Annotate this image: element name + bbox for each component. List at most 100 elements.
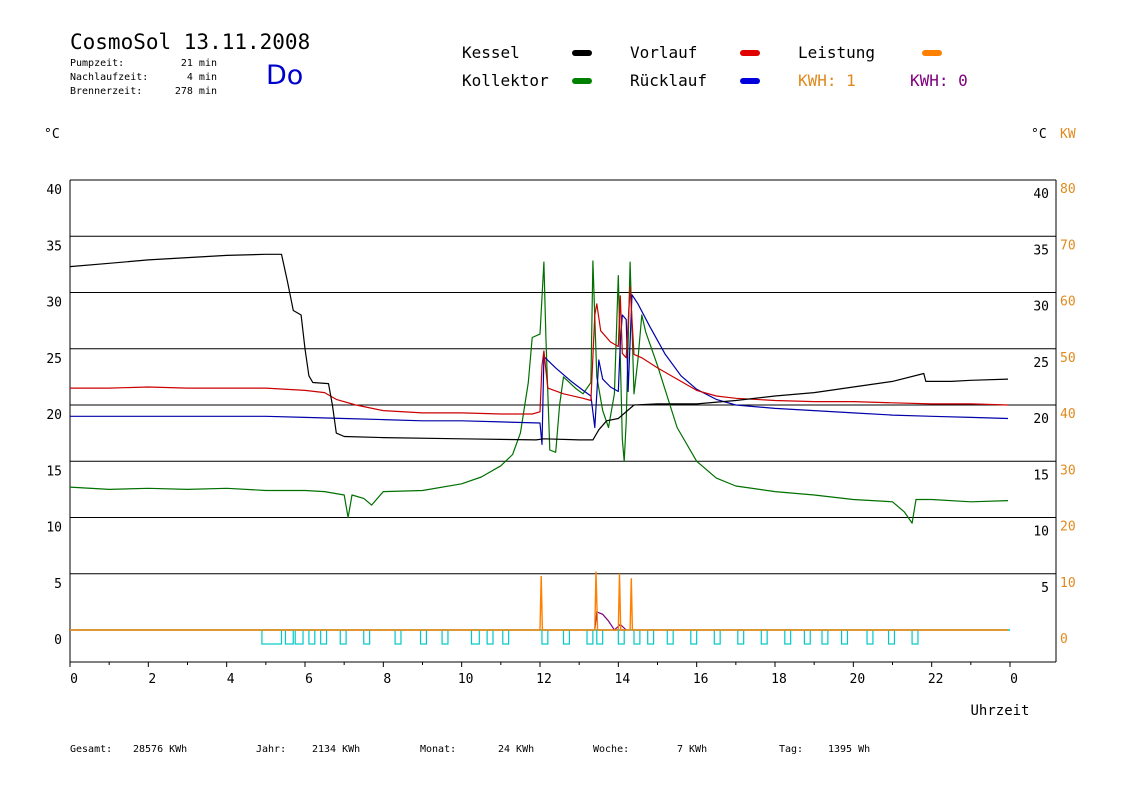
pump-mark (911, 629, 919, 645)
y-axis-unit-left: °C (44, 127, 60, 142)
pump-mark (441, 629, 449, 645)
pump-mark (617, 629, 625, 645)
stat-brennerzeit-label: Brennerzeit: (70, 86, 143, 97)
x-tick-label: 2 (148, 672, 156, 687)
pump-mark (866, 629, 874, 645)
footer-woche-label: Woche: (593, 744, 630, 755)
footer-jahr-value: 2134 KWh (312, 744, 361, 755)
y-axis-unit-kw: KW (1060, 127, 1076, 142)
y-tick-label-kw: 30 (1060, 463, 1076, 478)
pump-mark (690, 629, 698, 645)
footer-tag-label: Tag: (779, 744, 804, 755)
legend-label-kessel: Kessel (462, 43, 520, 62)
pump-mark (647, 629, 655, 645)
footer-tag-value: 1395 Wh (828, 744, 871, 755)
x-tick-label: 22 (928, 672, 944, 687)
y-tick-label-left: 15 (46, 464, 62, 479)
y-tick-label-kw: 0 (1060, 632, 1068, 647)
y-tick-label-left: 25 (46, 352, 62, 367)
footer-gesamt-label: Gesamt: (70, 744, 113, 755)
x-tick-label: 0 (70, 672, 78, 687)
legend-swatch-ruecklauf (740, 78, 760, 84)
footer-gesamt-value: 28576 KWh (133, 744, 188, 755)
y-tick-label-kw: 50 (1060, 351, 1076, 366)
footer-woche-value: 7 KWh (677, 744, 708, 755)
x-tick-label: 20 (850, 672, 866, 687)
pump-mark (486, 629, 494, 645)
pump-mark (541, 629, 549, 645)
x-tick-label: 18 (771, 672, 787, 687)
pump-mark (737, 629, 745, 645)
footer-monat-value: 24 KWh (498, 744, 535, 755)
legend-label-leistung: Leistung (798, 43, 876, 62)
y-tick-label-left: 20 (46, 408, 62, 423)
stat-pumpzeit-label: Pumpzeit: (70, 58, 125, 69)
legend-swatch-kollektor (572, 78, 592, 84)
pump-mark (666, 629, 674, 645)
pump-mark (887, 629, 896, 645)
pump-mark (261, 629, 283, 645)
y-tick-label-left: 0 (54, 633, 62, 648)
x-tick-label: 0 (1010, 672, 1018, 687)
y-tick-label-left: 30 (46, 296, 62, 311)
legend-label-vorlauf: Vorlauf (630, 43, 698, 62)
weekday-label: Do (266, 60, 304, 91)
kwh-label-1: KWH: 1 (798, 71, 856, 90)
series-line-kollektor (69, 260, 1009, 524)
pump-mark (320, 629, 328, 645)
y-tick-label-right: 10 (1033, 525, 1049, 540)
legend-swatches (572, 50, 942, 84)
stat-brennerzeit-value: 278 min (174, 86, 217, 97)
legend-swatch-vorlauf (740, 50, 760, 56)
pump-mark (308, 629, 316, 645)
pump-mark (419, 629, 428, 645)
chart-title: CosmoSol 13.11.2008 (70, 30, 311, 54)
y-tick-label-kw: 20 (1060, 520, 1076, 535)
y-tick-label-left: 35 (46, 239, 62, 254)
y-tick-label-right: 5 (1041, 581, 1049, 596)
series-line-ruecklauf (70, 294, 1009, 445)
stat-pumpzeit-value: 21 min (180, 58, 217, 69)
pump-mark (596, 629, 604, 645)
pump-mark (284, 629, 294, 645)
pump-mark (394, 629, 402, 645)
x-tick-label: 16 (693, 672, 709, 687)
y-tick-label-right: 15 (1033, 468, 1049, 483)
x-tick-label: 6 (305, 672, 313, 687)
y-tick-label-right: 35 (1033, 243, 1049, 258)
x-tick-label: 8 (383, 672, 391, 687)
pump-mark (840, 629, 849, 645)
footer-jahr-label: Jahr: (256, 744, 287, 755)
pump-mark (562, 629, 570, 645)
pump-mark (760, 629, 768, 645)
y-tick-label-left: 40 (46, 183, 62, 198)
y-tick-label-right: 25 (1033, 356, 1049, 371)
y-tick-label-kw: 70 (1060, 238, 1076, 253)
stat-nachlaufzeit-value: 4 min (186, 72, 217, 83)
y-tick-label-kw: 80 (1060, 182, 1076, 197)
stat-nachlaufzeit-label: Nachlaufzeit: (70, 72, 149, 83)
y-tick-label-right: 40 (1033, 187, 1049, 202)
series-line-kessel (69, 253, 1009, 441)
pump-mark (502, 629, 510, 645)
y-tick-label-kw: 40 (1060, 407, 1076, 422)
pump-mark (821, 629, 829, 645)
y-tick-label-right: 20 (1033, 412, 1049, 427)
y-axis-unit-right: °C (1031, 127, 1047, 142)
x-axis-label: Uhrzeit (970, 703, 1029, 719)
pump-mark (339, 629, 347, 645)
x-tick-label: 14 (615, 672, 631, 687)
x-tick-label: 12 (536, 672, 552, 687)
pump-mark (713, 629, 721, 645)
legend-swatch-kessel (572, 50, 592, 56)
x-tick-label: 4 (227, 672, 235, 687)
series-line-vorlauf (70, 286, 1009, 415)
legend-label-kollektor: Kollektor (462, 71, 549, 90)
pump-mark (633, 629, 641, 645)
footer-monat-label: Monat: (420, 744, 457, 755)
series-line-kwh0 (594, 611, 627, 631)
pump-mark (470, 629, 480, 645)
series-line-leistung (70, 571, 1008, 631)
pump-mark (586, 629, 594, 645)
